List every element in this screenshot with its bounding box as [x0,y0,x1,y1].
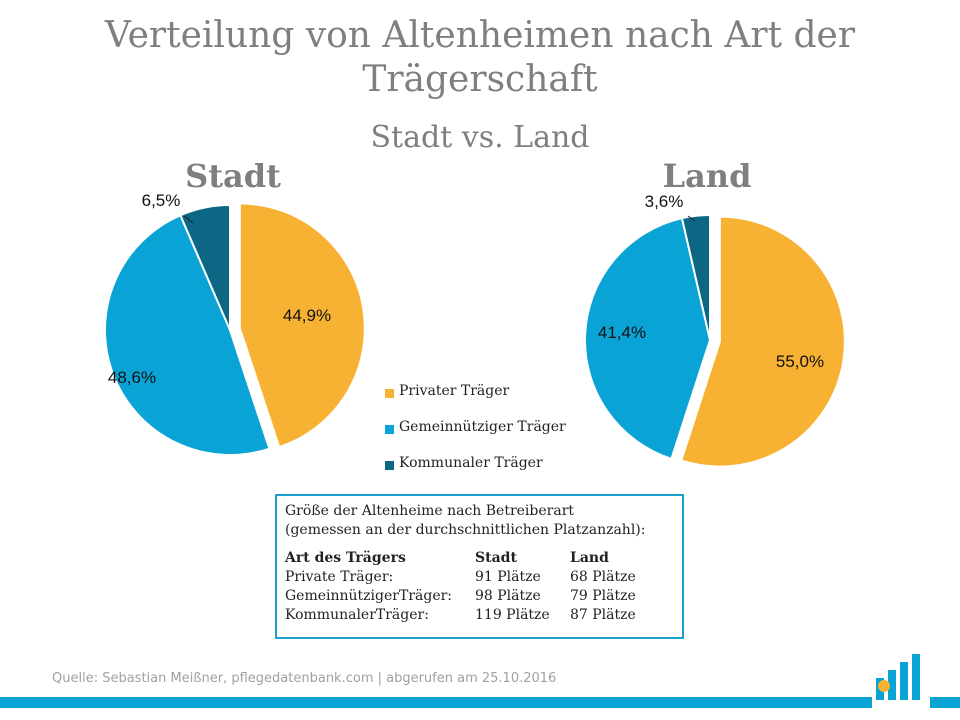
data-label-private: 55,0% [776,352,824,371]
info-cell-stadt: 119 Plätze [475,607,550,623]
chart-title-text: Verteilung von Altenheimen nach Art der … [104,15,856,100]
info-table-row: GemeinnützigerTräger: 98 Plätze 79 Plätz… [285,587,660,606]
data-label-private: 44,9% [283,306,331,325]
label-leader-line [183,215,194,224]
pflegedatenbank-logo-icon [872,654,930,710]
info-table: Art des Trägers Stadt Land Private Träge… [285,549,660,625]
chart-subtitle: Stadt vs. Land [370,120,590,155]
data-label-gemeinnuetzig: 41,4% [598,323,646,342]
info-intro: Größe der Altenheime nach Betreiberart (… [285,502,674,540]
pie-slice-gemeinnuetzig [584,216,712,461]
pie-slice-gemeinnuetzig [104,213,271,456]
legend-label-kommunal: Kommunaler Träger [399,455,543,471]
pie-slice-kommunal [680,213,711,341]
chart-title: Verteilung von Altenheimen nach Art der … [0,14,960,102]
legend-label-gemeinnuetzig: Gemeinnütziger Träger [399,419,566,435]
data-label-kommunal: 3,6% [645,192,684,211]
pie-slice-kommunal [179,203,231,331]
info-cell-land: 68 Plätze [570,569,636,585]
info-cell-land: 79 Plätze [570,588,636,604]
pie-slice-private [238,202,366,449]
pie-title-stadt: Stadt [185,157,281,195]
info-cell-type: GemeinnützigerTräger: [285,588,453,604]
pie-slice-private [679,215,846,468]
pie-chart-land: 55,0% 41,4% 3,6% [584,192,846,468]
pie-chart-stadt: 44,9% 48,6% 6,5% [104,191,366,456]
info-header-traeger: Art des Trägers [285,550,406,566]
legend-label-private: Privater Träger [399,383,510,399]
info-cell-stadt: 98 Plätze [475,588,541,604]
info-cell-type: Private Träger: [285,569,394,585]
info-table-row: Private Träger: 91 Plätze 68 Plätze [285,568,660,587]
info-header-stadt: Stadt [475,550,517,566]
legend-swatch-kommunal [385,461,394,470]
data-label-gemeinnuetzig: 48,6% [108,368,156,387]
data-label-kommunal: 6,5% [142,191,181,210]
info-box: Größe der Altenheime nach Betreiberart (… [275,494,684,639]
info-cell-land: 87 Plätze [570,607,636,623]
info-table-row: KommunalerTräger: 119 Plätze 87 Plätze [285,606,660,625]
pie-title-land: Land [662,157,752,195]
info-table-header-row: Art des Trägers Stadt Land [285,549,660,568]
info-intro-line-1: Größe der Altenheime nach Betreiberart [285,503,575,519]
info-cell-type: KommunalerTräger: [285,607,429,623]
label-leader-line [687,215,696,222]
footer-bar [0,697,960,708]
legend-swatch-gemeinnuetzig [385,425,394,434]
info-intro-line-2: (gemessen an der durchschnittlichen Plat… [285,522,646,538]
legend-swatch-private [385,389,394,398]
info-cell-stadt: 91 Plätze [475,569,541,585]
info-header-land: Land [570,550,609,566]
source-note: Quelle: Sebastian Meißner, pflegedatenba… [52,671,557,686]
